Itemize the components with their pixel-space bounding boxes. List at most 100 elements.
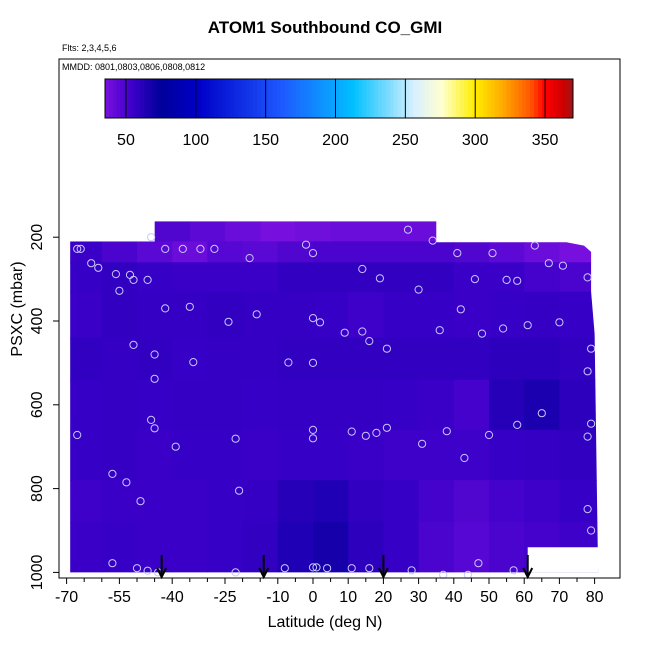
sample-point bbox=[382, 423, 391, 432]
x-tick-label: -55 bbox=[108, 589, 131, 606]
colorbar-tick-label: 300 bbox=[462, 132, 489, 149]
colorbar-frame bbox=[104, 78, 574, 119]
heatmap-cell bbox=[524, 262, 560, 293]
x-tick-label: -40 bbox=[161, 589, 184, 606]
heatmap-cell bbox=[137, 241, 173, 263]
sample-point bbox=[340, 328, 349, 337]
colorbar-segment bbox=[557, 79, 562, 118]
y-tick-label: 800 bbox=[29, 475, 46, 502]
heatmap-cell bbox=[242, 522, 279, 573]
x-tick-label: 60 bbox=[515, 589, 533, 606]
colorbar-segment bbox=[147, 79, 153, 118]
heatmap-cell bbox=[559, 337, 599, 381]
heatmap-cell bbox=[348, 429, 384, 481]
colorbar-segment bbox=[342, 79, 348, 118]
heatmap-cell bbox=[489, 241, 525, 263]
colorbar-segment bbox=[218, 79, 223, 118]
heatmap-cell bbox=[418, 379, 455, 431]
colorbar-segment bbox=[202, 79, 207, 118]
heatmap-cell bbox=[295, 221, 332, 242]
x-tick-label: 80 bbox=[586, 589, 604, 606]
colorbar-segment bbox=[315, 79, 320, 118]
heatmap-cell bbox=[207, 379, 244, 431]
colorbar-segment bbox=[167, 79, 172, 118]
sample-point bbox=[460, 453, 469, 463]
heatmap-cell bbox=[559, 379, 599, 431]
heatmap-cell bbox=[383, 429, 420, 481]
colorbar-segment bbox=[440, 79, 445, 118]
colorbar-segment bbox=[346, 79, 352, 118]
heatmap-cell bbox=[418, 522, 455, 573]
colorbar-segment bbox=[569, 79, 574, 118]
colorbar-segment bbox=[354, 79, 359, 118]
heatmap-cell bbox=[101, 522, 138, 573]
sample-point bbox=[147, 415, 156, 424]
colorbar-segment bbox=[358, 79, 363, 118]
heatmap-cell bbox=[207, 480, 244, 523]
sample-point bbox=[558, 261, 568, 270]
heatmap-cell bbox=[330, 221, 367, 242]
chart-title: ATOM1 Southbound CO_GMI bbox=[207, 18, 443, 37]
heatmap-cell bbox=[70, 379, 103, 431]
sample-point bbox=[477, 329, 487, 338]
heatmap-cell bbox=[313, 262, 349, 293]
heatmap-cell bbox=[383, 337, 420, 381]
sample-point bbox=[161, 244, 170, 253]
colorbar-segment bbox=[225, 79, 231, 118]
heatmap-cell bbox=[348, 262, 384, 293]
sample-point bbox=[231, 434, 240, 443]
colorbar-segment bbox=[424, 79, 430, 118]
sample-point bbox=[347, 427, 356, 436]
colorbar-segment bbox=[288, 79, 293, 118]
flights-note: Flts: 2,3,4,5,6 bbox=[62, 43, 117, 53]
heatmap-cell bbox=[559, 262, 599, 293]
sample-point bbox=[583, 273, 592, 282]
colorbar-segment bbox=[526, 79, 531, 118]
y-tick-label: 200 bbox=[29, 224, 46, 251]
x-tick-label: 30 bbox=[410, 589, 428, 606]
colorbar-segment bbox=[459, 79, 465, 118]
colorbar-segment bbox=[319, 79, 324, 118]
colorbar-segment bbox=[362, 79, 367, 118]
sample-point bbox=[544, 259, 553, 268]
colorbar-segment bbox=[467, 79, 473, 118]
colorbar-segment bbox=[366, 79, 371, 118]
colorbar-tick-label: 50 bbox=[117, 132, 135, 149]
colorbar-segment bbox=[151, 79, 157, 118]
heatmap-cell bbox=[313, 429, 349, 481]
heatmap-cell bbox=[489, 522, 525, 573]
heatmap-cell bbox=[559, 429, 599, 481]
heatmap-cell bbox=[137, 337, 173, 381]
heatmap-cell bbox=[348, 522, 384, 573]
sample-point bbox=[280, 564, 289, 573]
colorbar-segment bbox=[307, 79, 313, 118]
colorbar-segment bbox=[179, 79, 184, 118]
heatmap-cell bbox=[277, 379, 314, 431]
sample-point bbox=[537, 409, 546, 418]
heatmap-cell bbox=[207, 291, 244, 339]
colorbar-segment bbox=[409, 79, 414, 118]
colorbar-segment bbox=[222, 79, 227, 118]
heatmap-cell bbox=[207, 262, 244, 293]
sample-point bbox=[530, 241, 539, 250]
colorbar-segment bbox=[420, 79, 426, 118]
heatmap-cell bbox=[137, 429, 173, 481]
sample-point bbox=[513, 276, 522, 285]
x-tick-label: 0 bbox=[309, 589, 318, 606]
sample-point bbox=[308, 425, 318, 434]
colorbar-segment bbox=[124, 79, 129, 118]
heatmap-cell bbox=[453, 379, 490, 431]
sample-point bbox=[347, 564, 356, 573]
flight-marker-head bbox=[156, 567, 168, 580]
heatmap-cell bbox=[383, 241, 420, 263]
heatmap-cell bbox=[313, 241, 349, 263]
sample-point bbox=[308, 563, 318, 572]
sample-point bbox=[382, 344, 391, 353]
sample-point bbox=[161, 304, 170, 313]
sample-point bbox=[428, 236, 437, 245]
colorbar-segment bbox=[155, 79, 161, 118]
sample-point bbox=[108, 469, 117, 478]
colorbar-segment bbox=[253, 79, 258, 118]
colorbar-segment bbox=[261, 79, 266, 118]
x-tick-label: -70 bbox=[55, 589, 78, 606]
